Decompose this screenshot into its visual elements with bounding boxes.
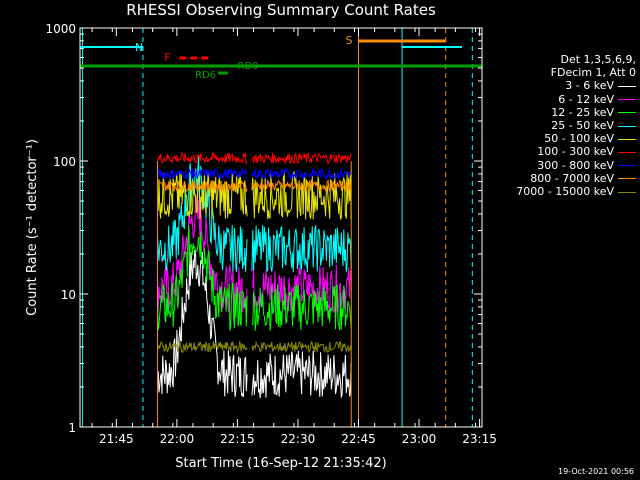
legend-label: 3 - 6 keV — [565, 79, 614, 93]
legend-header-2: FDecim 1, Att 0 — [550, 66, 636, 80]
flag-label: F — [164, 51, 170, 64]
y-tick-label: 100 — [53, 155, 76, 169]
legend-label: 7000 - 15000 keV — [516, 185, 614, 199]
legend-swatch — [618, 125, 636, 127]
legend-swatch — [618, 112, 636, 114]
series-800-7000keV — [157, 178, 352, 194]
series-line — [157, 156, 352, 273]
y-tick-label: 1 — [68, 421, 76, 435]
x-tick-label: 22:00 — [160, 432, 195, 446]
series-line — [157, 178, 352, 194]
legend-swatch — [618, 85, 636, 87]
series-line — [157, 225, 352, 331]
x-tick-label: 22:45 — [341, 432, 376, 446]
legend-swatch — [618, 138, 636, 140]
legend-label: 300 - 800 keV — [537, 158, 614, 172]
chart-title: RHESSI Observing Summary Count Rates — [126, 1, 436, 19]
legend-swatch — [618, 165, 636, 167]
plot-frame — [79, 27, 483, 428]
x-tick-label: 22:15 — [220, 432, 255, 446]
x-tick-label: 23:00 — [402, 432, 437, 446]
legend-item: 800 - 7000 keV — [486, 172, 636, 185]
legend-item: 300 - 800 keV — [486, 159, 636, 172]
axis-layer: 21:45 22:00 22:15 22:30 22:45 23:00 23:15 1 10 10… — [25, 22, 497, 471]
legend-label: 25 - 50 keV — [551, 119, 614, 133]
legend-item: 7000 - 15000 keV — [486, 185, 636, 198]
y-tick-label: 10 — [61, 288, 76, 302]
series-7000-15000keV — [157, 340, 352, 354]
timestamp: 19-Oct-2021 00:56 — [558, 467, 634, 476]
series-3-6keV — [157, 249, 352, 399]
series-100-300keV — [157, 151, 352, 165]
flag-label: RD0 — [237, 61, 258, 72]
x-tick-label: 23:15 — [462, 432, 497, 446]
series-layer — [157, 151, 352, 399]
x-axis-label: Start Time (16-Sep-12 21:35:42) — [175, 456, 386, 471]
legend-item: 12 - 25 keV — [486, 106, 636, 119]
series-300-800keV — [157, 166, 352, 181]
legend-label: 6 - 12 keV — [558, 92, 614, 106]
legend-swatch — [618, 151, 636, 153]
series-line — [157, 151, 352, 165]
legend-label: 100 - 300 keV — [537, 145, 614, 159]
y-tick-label: 1000 — [45, 22, 76, 36]
x-tick-label: 22:30 — [281, 432, 316, 446]
legend-item: 100 - 300 keV — [486, 145, 636, 158]
series-line — [157, 166, 352, 181]
series-25-50keV — [157, 156, 352, 273]
legend-label: 12 - 25 keV — [551, 105, 614, 119]
legend-item: 50 - 100 keV — [486, 132, 636, 145]
y-axis-label: Count Rate (s⁻¹ detector⁻¹) — [25, 139, 40, 316]
x-tick-label: 21:45 — [99, 432, 134, 446]
legend-swatch — [618, 191, 636, 193]
annotation-layer: N F RD0 RD6 S — [80, 28, 482, 427]
legend-header-1: Det 1,3,5,6,9, — [560, 53, 636, 66]
flag-label: S — [345, 34, 352, 47]
legend-item: 3 - 6 keV — [486, 79, 636, 92]
series-12-25keV — [157, 225, 352, 331]
legend-label: 50 - 100 keV — [544, 132, 614, 146]
legend: Det 1,3,5,6,9, FDecim 1, Att 0 3 - 6 keV… — [486, 53, 636, 198]
series-line — [157, 340, 352, 354]
flag-label: RD6 — [195, 70, 216, 81]
legend-item: 6 - 12 keV — [486, 93, 636, 106]
flag-label: N — [135, 41, 143, 54]
legend-swatch — [618, 178, 636, 180]
legend-swatch — [618, 99, 636, 101]
legend-label: 800 - 7000 keV — [530, 171, 614, 185]
series-line — [157, 249, 352, 399]
legend-item: 25 - 50 keV — [486, 119, 636, 132]
